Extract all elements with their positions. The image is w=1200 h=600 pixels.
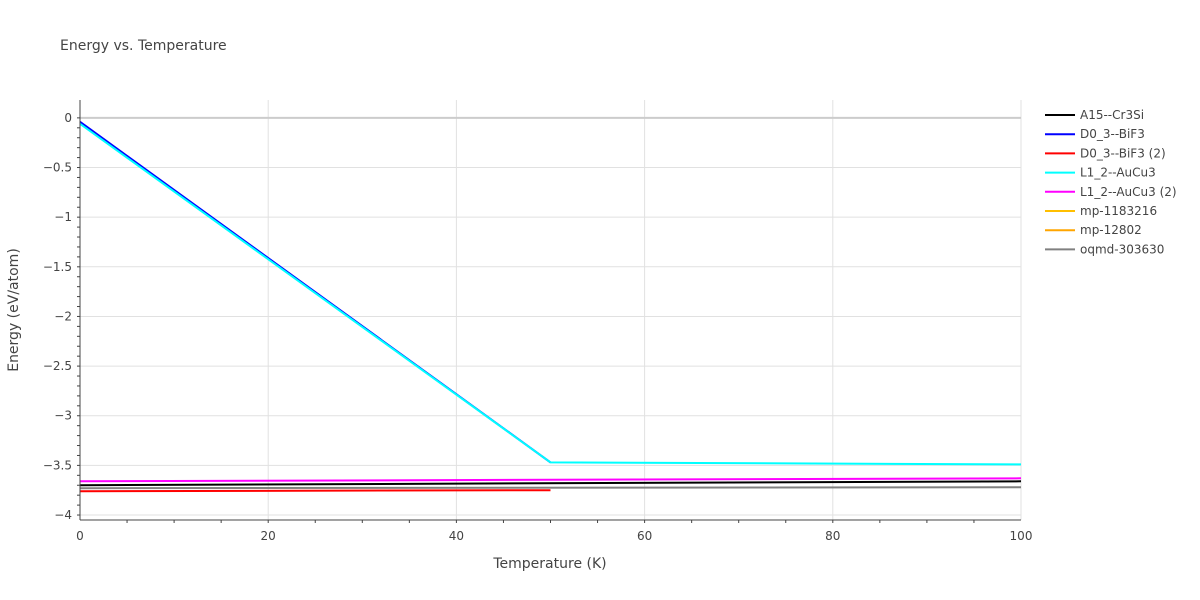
y-tick-label: −4 [54,508,72,522]
series-line-3 [79,122,1022,466]
legend-entry[interactable]: mp-12802 [1080,223,1142,237]
series-line-0 [79,480,1022,487]
legend: A15--Cr3Si D0_3--BiF3 D0_3--BiF3 (2) L1_2--… [1045,108,1177,256]
y-axis-label: Energy (eV/atom) [6,248,22,372]
x-axis-label: Temperature (K) [492,556,606,572]
minor-ticks [77,117,975,523]
plot-area [79,120,1022,493]
x-tick-label: 60 [637,529,652,543]
y-tick-label: −1 [54,210,72,224]
legend-entry[interactable]: oqmd-303630 [1080,242,1164,256]
y-tick-label: −3.5 [43,458,72,472]
legend-entry[interactable]: mp-1183216 [1080,204,1157,218]
y-tick-label: −0.5 [43,161,72,175]
x-tick-label: 80 [825,529,840,543]
x-tick-label: 20 [261,529,276,543]
legend-entry[interactable]: D0_3--BiF3 [1080,127,1145,141]
tick-labels: 0 20 40 60 80 100 0 −0.5 −1 −1.5 −2 −2.5 −3 −3.5 −4 [43,111,1033,543]
series-line-2 [79,489,551,493]
grid [80,100,1022,521]
legend-entry[interactable]: L1_2--AuCu3 [1080,166,1156,180]
x-tick-label: 100 [1010,529,1033,543]
x-tick-label: 40 [449,529,464,543]
y-tick-label: −1.5 [43,260,72,274]
legend-entry[interactable]: A15--Cr3Si [1080,108,1144,122]
y-tick-label: −2 [54,309,72,323]
series-line-7 [79,486,1022,490]
legend-entry[interactable]: L1_2--AuCu3 (2) [1080,185,1177,199]
series-line-4 [79,477,1022,483]
legend-entry[interactable]: D0_3--BiF3 (2) [1080,146,1166,160]
y-tick-label: 0 [64,111,72,125]
chart-title: Energy vs. Temperature [60,38,227,54]
y-tick-label: −3 [54,409,72,423]
x-tick-label: 0 [76,529,84,543]
y-tick-label: −2.5 [43,359,72,373]
